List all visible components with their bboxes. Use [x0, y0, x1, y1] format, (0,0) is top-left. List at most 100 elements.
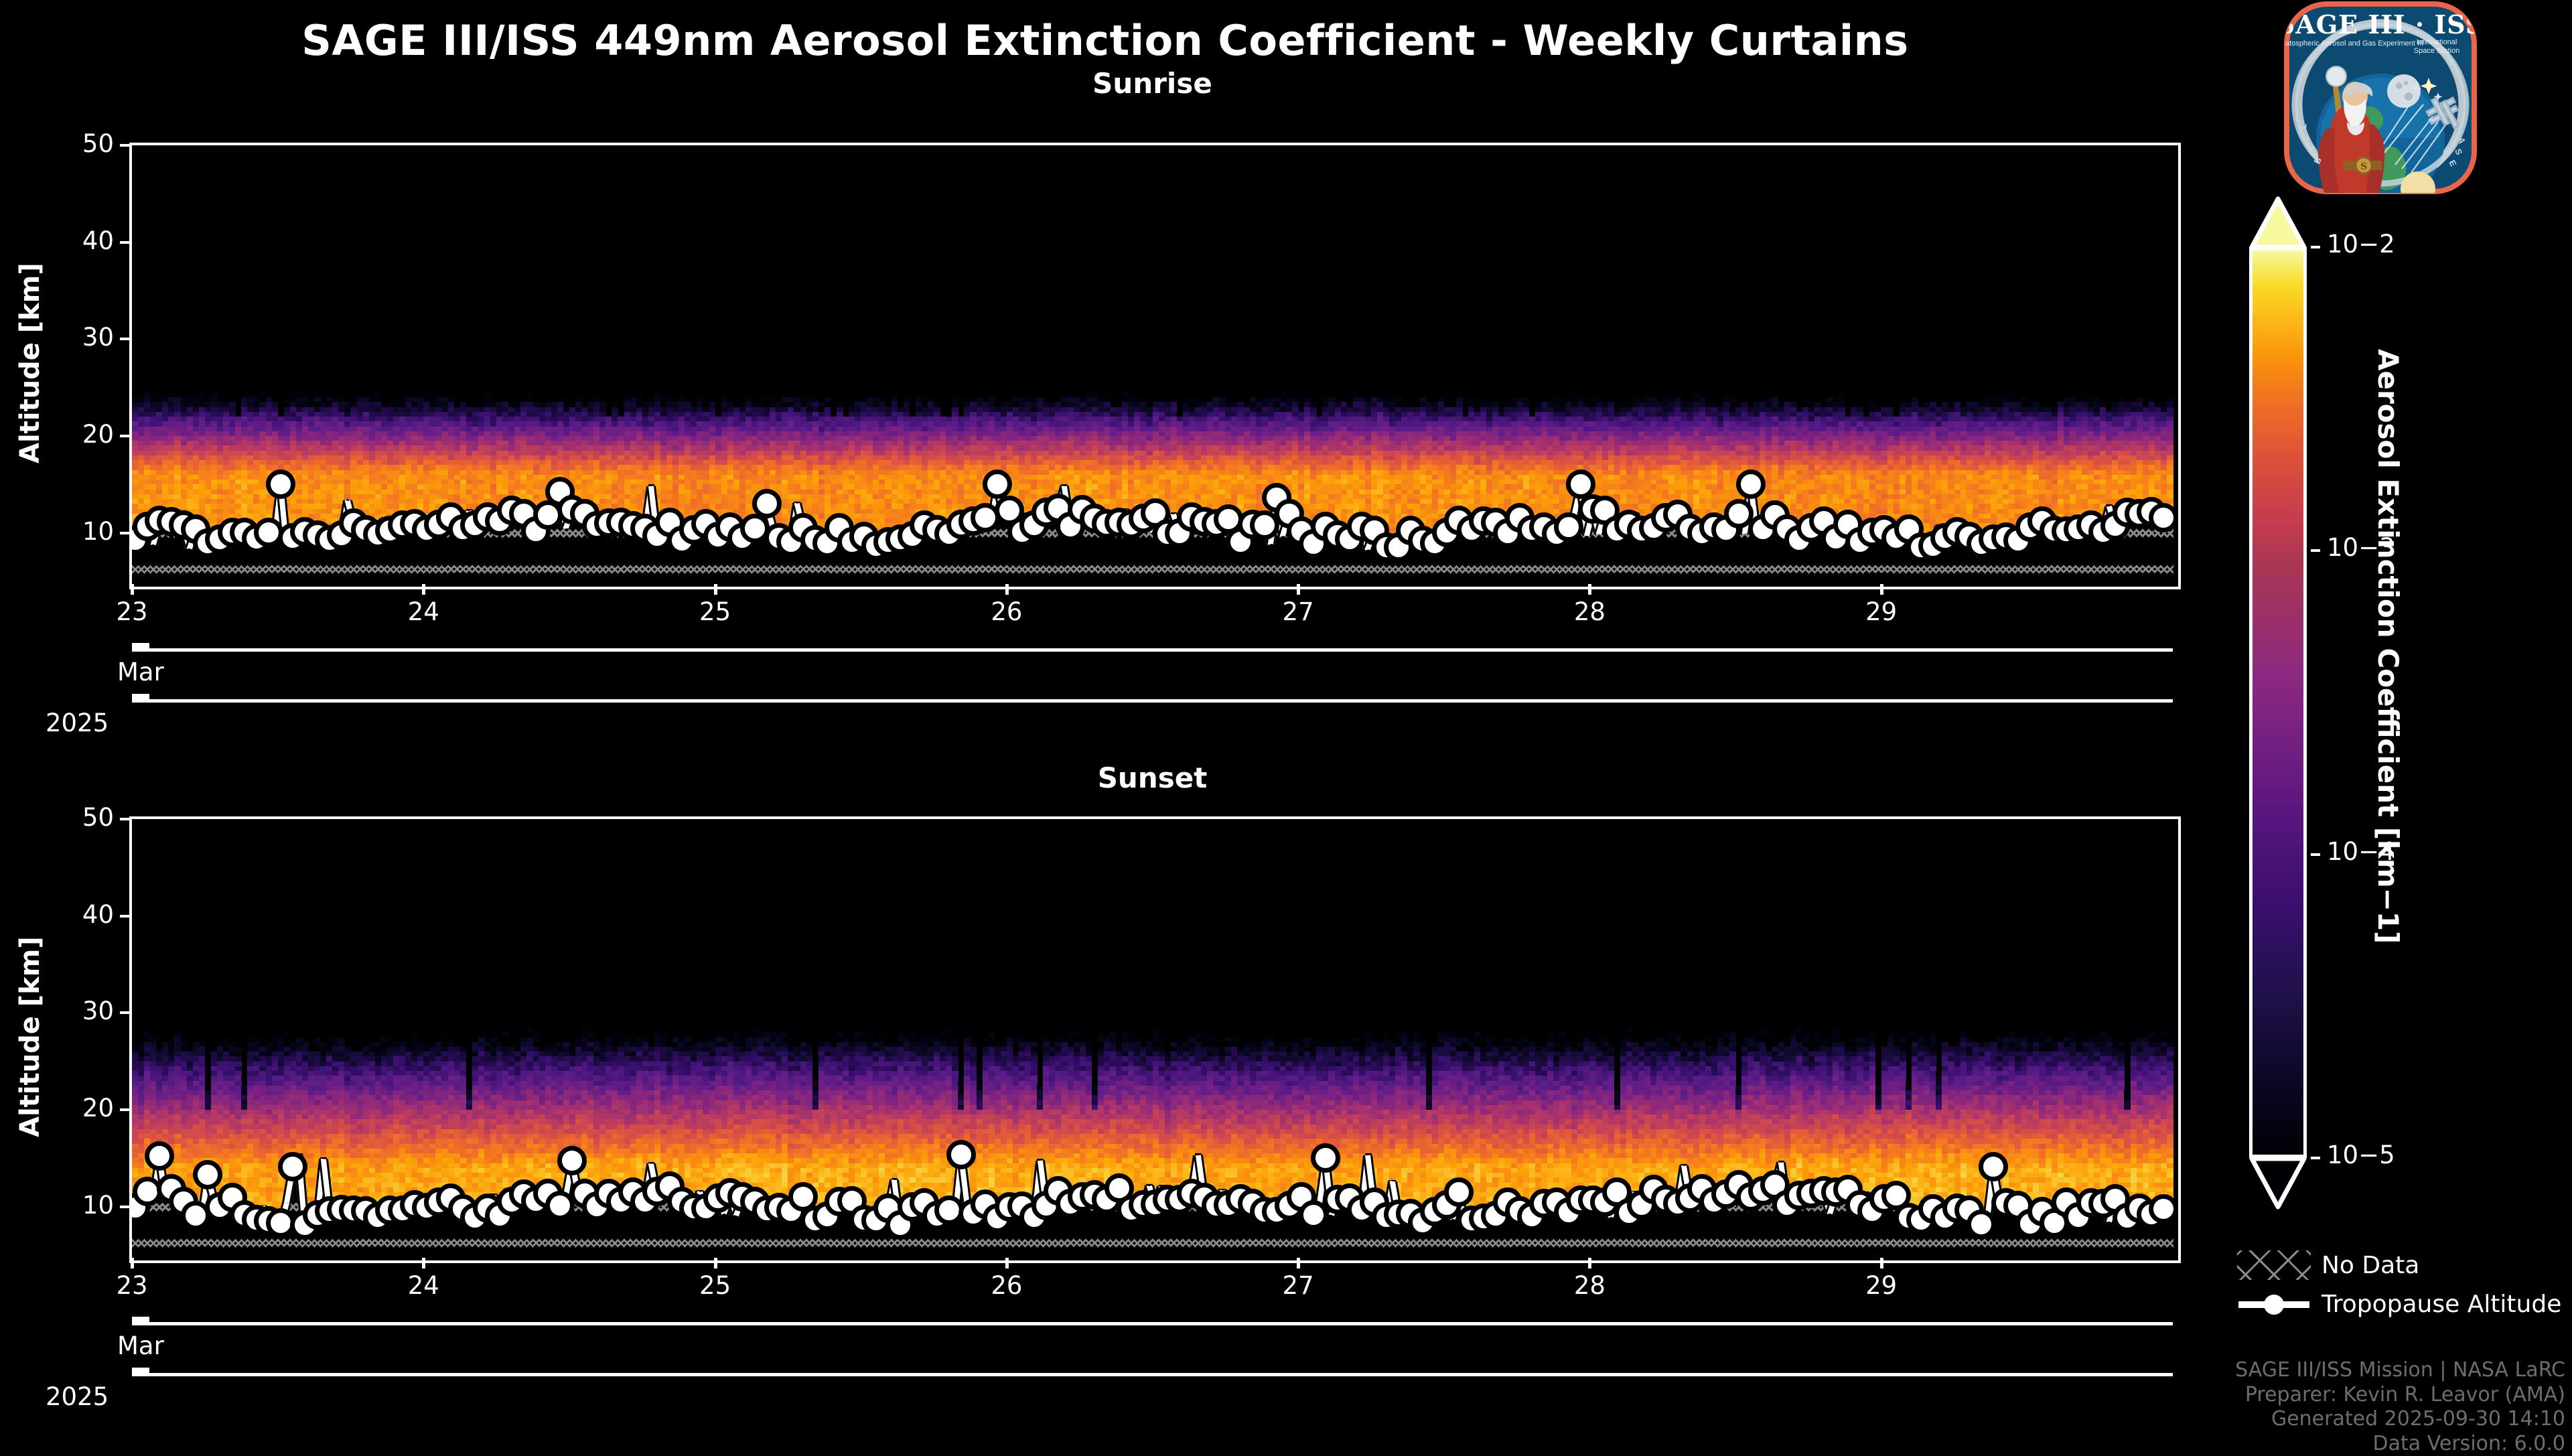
- legend-item-no-data: No Data: [2237, 1246, 2572, 1285]
- colorbar-tick-label-3: 10−4: [2327, 837, 2395, 866]
- x-level-label-month-sunrise: Mar: [117, 658, 164, 686]
- x-tick-label-sunset-27: 27: [1244, 1271, 1352, 1300]
- logo-subtitle-right-2: Space Station: [2414, 47, 2460, 55]
- heatmap-panel-sunset[interactable]: [129, 816, 2181, 1263]
- x-tick-label-sunrise-25: 25: [662, 597, 769, 626]
- x-tick-label-sunrise-29: 29: [1828, 597, 1935, 626]
- x-tick-mark: [131, 584, 134, 595]
- colorbar-gradient: [2249, 247, 2307, 1158]
- x-level-line-year: [132, 1373, 2173, 1376]
- x-tick-mark: [714, 584, 717, 595]
- tropopause-marker: [752, 489, 782, 518]
- y-tick-label-sunrise-30: 30: [40, 323, 114, 352]
- x-tick-label-sunset-28: 28: [1536, 1271, 1643, 1300]
- footer-credits: SAGE III/ISS Mission | NASA LaRC Prepare…: [2235, 1358, 2565, 1456]
- colorbar-tick-mark: [2311, 1157, 2320, 1159]
- footer-line-mission: SAGE III/ISS Mission | NASA LaRC: [2235, 1358, 2565, 1383]
- x-tick-mark: [1005, 1258, 1009, 1268]
- x-tick-mark: [714, 1258, 717, 1268]
- colorbar[interactable]: [2249, 196, 2307, 1210]
- x-tick-mark: [1588, 584, 1591, 595]
- colorbar-tick-mark: [2311, 549, 2320, 552]
- y-tick-label-sunset-40: 40: [40, 900, 114, 929]
- x-level-line-month: [132, 648, 2173, 652]
- svg-text:S: S: [2360, 161, 2367, 172]
- no-data-hatch-icon: [2237, 1250, 2311, 1280]
- y-tick-label-sunset-10: 10: [40, 1191, 114, 1220]
- colorbar-tick-mark: [2311, 246, 2320, 248]
- colorbar-tick-label-1: 10−2: [2327, 230, 2395, 259]
- x-level-cap-year: [132, 694, 149, 703]
- x-level-cap-year: [132, 1368, 149, 1376]
- tropopause-marker: [557, 1146, 587, 1175]
- x-tick-mark: [1880, 1258, 1883, 1268]
- x-tick-label-sunrise-28: 28: [1536, 597, 1643, 626]
- colorbar-extend-bottom-icon: [2249, 1156, 2307, 1210]
- footer-line-generated: Generated 2025-09-30 14:10: [2235, 1407, 2565, 1432]
- y-tick-mark: [120, 241, 129, 244]
- tropopause-marker: [1736, 469, 1766, 499]
- x-tick-label-sunset-26: 26: [953, 1271, 1060, 1300]
- x-level-line-month: [132, 1322, 2173, 1325]
- y-tick-label-sunset-30: 30: [40, 997, 114, 1025]
- footer-line-version: Data Version: 6.0.0: [2235, 1432, 2565, 1456]
- panel-title-sunset: Sunset: [129, 761, 2175, 794]
- legend-label-tropopause: Tropopause Altitude: [2321, 1291, 2561, 1318]
- colorbar-extend-top-icon: [2249, 196, 2307, 250]
- heatmap-cells-sunrise: [132, 145, 2178, 587]
- x-tick-mark: [131, 1258, 134, 1268]
- sage-iii-iss-mission-patch-logo: S rim B A L L E S A SAGE III · ISS Strat…: [2280, 0, 2481, 198]
- svg-text:L: L: [2298, 123, 2309, 129]
- y-tick-mark: [120, 532, 129, 534]
- y-tick-label-sunrise-40: 40: [40, 226, 114, 255]
- x-tick-mark: [422, 584, 425, 595]
- x-tick-label-sunset-23: 23: [78, 1271, 186, 1300]
- tropopause-marker: [2149, 503, 2178, 532]
- legend-label-no-data: No Data: [2321, 1252, 2419, 1279]
- tropopause-marker: [145, 1141, 174, 1171]
- panel-title-sunrise: Sunrise: [129, 67, 2175, 100]
- legend-item-tropopause: Tropopause Altitude: [2237, 1285, 2572, 1323]
- legend: No Data Tropopause Altitude: [2237, 1246, 2572, 1323]
- x-tick-label-sunrise-27: 27: [1244, 597, 1352, 626]
- tropopause-marker: [1444, 1177, 1474, 1207]
- y-tick-mark: [120, 1108, 129, 1111]
- colorbar-axis-label: Aerosol Extinction Coefficient [km−1]: [2364, 254, 2405, 1038]
- x-level-label-month-sunset: Mar: [117, 1331, 164, 1360]
- x-tick-mark: [1588, 1258, 1591, 1268]
- x-tick-mark: [1297, 1258, 1300, 1268]
- x-tick-label-sunrise-23: 23: [78, 597, 186, 626]
- colorbar-tick-label-4: 10−5: [2327, 1141, 2395, 1169]
- x-tick-label-sunrise-26: 26: [953, 597, 1060, 626]
- logo-title: SAGE III · ISS: [2280, 9, 2481, 40]
- x-level-line-year: [132, 699, 2173, 703]
- tropopause-marker: [946, 1140, 976, 1169]
- y-tick-label-sunrise-10: 10: [40, 517, 114, 546]
- y-tick-mark: [120, 144, 129, 147]
- y-tick-mark: [120, 435, 129, 437]
- logo-subtitle-left: Stratospheric Aerosol and Gas Experiment…: [2280, 40, 2423, 48]
- page-title: SAGE III/ISS 449nm Aerosol Extinction Co…: [0, 16, 2210, 65]
- tropopause-marker: [1554, 512, 1583, 542]
- x-tick-mark: [1005, 584, 1009, 595]
- tropopause-marker: [2149, 1194, 2178, 1224]
- x-tick-label-sunrise-24: 24: [370, 597, 477, 626]
- y-tick-label-sunrise-20: 20: [40, 420, 114, 449]
- x-level-label-year-sunrise: 2025: [46, 709, 109, 737]
- heatmap-panel-sunrise[interactable]: [129, 143, 2181, 589]
- y-tick-label-sunset-20: 20: [40, 1094, 114, 1122]
- x-level-label-year-sunset: 2025: [46, 1382, 109, 1411]
- y-tick-mark: [120, 338, 129, 340]
- tropopause-marker: [1979, 1152, 2008, 1181]
- x-tick-mark: [422, 1258, 425, 1268]
- tropopause-marker-icon: [2237, 1289, 2311, 1319]
- y-tick-label-sunrise-50: 50: [40, 129, 114, 158]
- x-level-cap-month: [132, 1317, 149, 1325]
- y-tick-mark: [120, 1011, 129, 1014]
- heatmap-cells-sunset: [132, 819, 2178, 1260]
- tropopause-marker: [193, 1160, 222, 1189]
- x-tick-mark: [1880, 584, 1883, 595]
- x-level-cap-month: [132, 643, 149, 652]
- x-tick-mark: [1297, 584, 1300, 595]
- x-tick-label-sunset-25: 25: [662, 1271, 769, 1300]
